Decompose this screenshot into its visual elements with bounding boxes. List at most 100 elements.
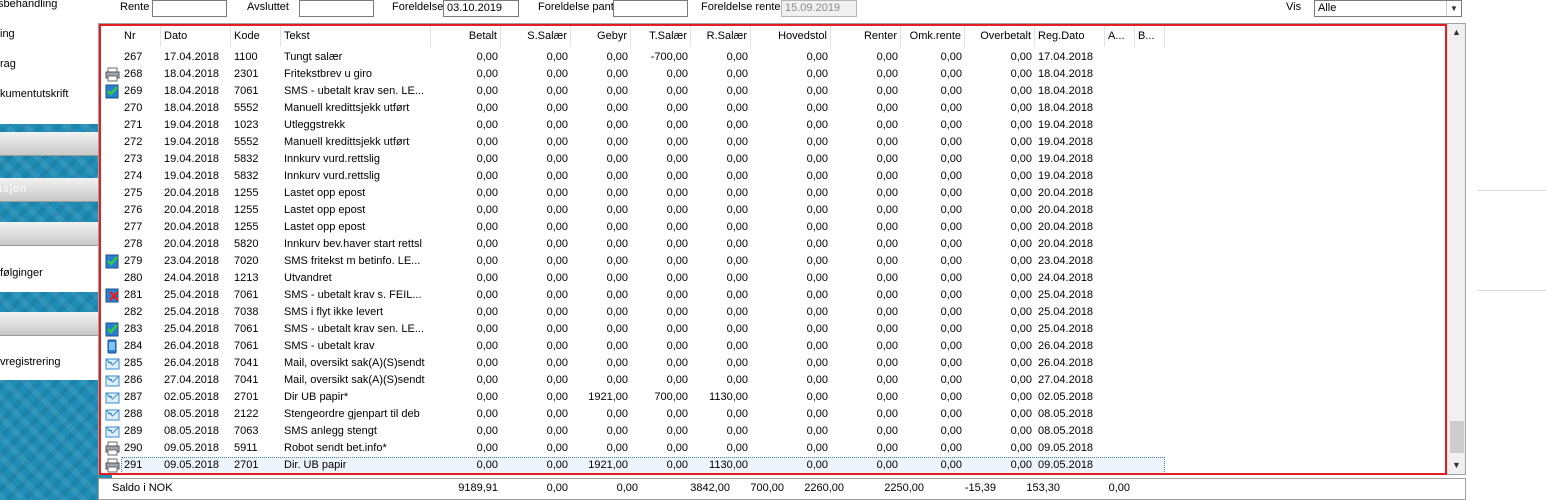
table-row[interactable]: 279 23.04.2018 7020 SMS fritekst m betinfo.… [101, 253, 1445, 270]
table-row[interactable]: 269 18.04.2018 7061 SMS - ubetalt krav sen.… [101, 83, 1445, 100]
table-row[interactable]: 286 27.04.2018 7041 Mail, oversikt sak(A)(S… [101, 372, 1445, 389]
sidebar-item-registrering[interactable]: vregistrering [0, 356, 61, 368]
table-row[interactable]: 280 24.04.2018 1213 Utvandret 0,00 0,00 0,00 0,… [101, 270, 1445, 287]
summary-rsalar: 2260,00 [804, 482, 844, 494]
cell-gebyr: 0,00 [606, 170, 628, 182]
column-header-tekst[interactable]: Tekst [281, 26, 431, 47]
cell-gebyr: 0,00 [606, 102, 628, 114]
column-header-renter[interactable]: Renter [831, 26, 901, 47]
cell-kode: 7061 [234, 85, 259, 97]
table-row[interactable]: 285 26.04.2018 7041 Mail, oversikt sak(A)(S… [101, 355, 1445, 372]
table-row[interactable]: 277 20.04.2018 1255 Lastet opp epost 0,00 0,0… [101, 219, 1445, 236]
cell-ssalar: 0,00 [546, 68, 568, 80]
cell-kode: 2701 [234, 459, 259, 471]
table-row[interactable]: 276 20.04.2018 1255 Lastet opp epost 0,00 0,0… [101, 202, 1445, 219]
cell-tekst: Dir. UB papir [284, 459, 347, 471]
table-row[interactable]: 272 19.04.2018 5552 Manuell kredittsjekk ut… [101, 134, 1445, 151]
sidebar-group-header-3[interactable]: ⌃⌃ [0, 222, 112, 246]
table-row[interactable]: 282 25.04.2018 7038 SMS i flyt ikke levert 0… [101, 304, 1445, 321]
scrollbar-thumb[interactable] [1450, 421, 1464, 453]
foreldelse-input[interactable]: 03.10.2019 [443, 0, 519, 17]
mail-icon [105, 373, 120, 388]
table-row[interactable]: 283 25.04.2018 7061 SMS - ubetalt krav sen.… [101, 321, 1445, 338]
cell-overbetalt: 0,00 [1010, 68, 1032, 80]
column-header-rsalar[interactable]: R.Salær [691, 26, 751, 47]
vis-select[interactable]: Alle ▼ [1314, 0, 1462, 17]
sidebar-item-behandling[interactable]: sbehandling [0, 0, 58, 10]
cell-overbetalt: 0,00 [1010, 323, 1032, 335]
sidebar-item-rag[interactable]: rag [0, 58, 16, 70]
column-header-gebyr[interactable]: Gebyr [571, 26, 631, 47]
cell-rsalar: 0,00 [726, 85, 748, 97]
summary-tsalar: 700,00 [750, 482, 784, 494]
foreldelse-pant-input[interactable] [613, 0, 688, 17]
cell-omkrente: 0,00 [940, 459, 962, 471]
cell-ssalar: 0,00 [546, 119, 568, 131]
table-row[interactable]: 288 08.05.2018 2122 Stengeordre gjenpart ti… [101, 406, 1445, 423]
scroll-up-icon[interactable]: ▲ [1452, 27, 1461, 37]
cell-regdato: 08.05.2018 [1038, 425, 1094, 437]
column-header-hovedstol[interactable]: Hovedstol [751, 26, 831, 47]
column-header-nr[interactable]: Nr [121, 26, 161, 47]
cell-betalt: 0,00 [476, 136, 498, 148]
table-row[interactable]: 275 20.04.2018 1255 Lastet opp epost 0,00 0,0… [101, 185, 1445, 202]
cell-gebyr: 0,00 [606, 357, 628, 369]
cell-rsalar: 0,00 [726, 408, 748, 420]
column-header-regdato[interactable]: Reg.Dato [1035, 26, 1105, 47]
scroll-down-icon[interactable]: ▼ [1452, 460, 1461, 470]
cell-overbetalt: 0,00 [1010, 289, 1032, 301]
column-header-overbetalt[interactable]: Overbetalt [965, 26, 1035, 47]
cell-dato: 24.04.2018 [164, 272, 220, 284]
cell-rsalar: 0,00 [726, 102, 748, 114]
cell-omkrente: 0,00 [940, 119, 962, 131]
table-row[interactable]: 274 19.04.2018 5832 Innkurv vurd.rettslig 0,… [101, 168, 1445, 185]
vertical-scrollbar[interactable]: ▲ ▼ [1447, 24, 1465, 474]
column-header-omkrente[interactable]: Omk.rente [901, 26, 965, 47]
chevron-down-icon[interactable]: ▼ [1446, 1, 1461, 16]
table-row[interactable]: 284 26.04.2018 7061 SMS - ubetalt krav 0,00 0… [101, 338, 1445, 355]
sidebar-item-dokumentutskrift[interactable]: kumentutskrift [0, 88, 69, 100]
edge-divider [1478, 190, 1546, 191]
avsluttet-input[interactable] [299, 0, 374, 17]
table-row[interactable]: 287 02.05.2018 2701 Dir UB papir* 0,00 0,00 19… [101, 389, 1445, 406]
column-header-tsalar[interactable]: T.Salær [631, 26, 691, 47]
sidebar-group-header-1[interactable]: ⌄⌄ [0, 132, 112, 156]
column-header-b[interactable]: B... [1135, 26, 1165, 47]
cell-tekst: Utleggstrekk [284, 119, 346, 131]
column-header-betalt[interactable]: Betalt [431, 26, 501, 47]
column-header-a[interactable]: A... [1105, 26, 1135, 47]
cell-tsalar: 0,00 [666, 272, 688, 284]
cell-betalt: 0,00 [476, 85, 498, 97]
cell-overbetalt: 0,00 [1010, 136, 1032, 148]
column-header-ssalar[interactable]: S.Salær [501, 26, 571, 47]
cell-ssalar: 0,00 [546, 102, 568, 114]
table-row[interactable]: 268 18.04.2018 2301 Fritekstbrev u giro 0,00… [101, 66, 1445, 83]
table-row[interactable]: 281 25.04.2018 7061 SMS - ubetalt krav s. F… [101, 287, 1445, 304]
column-header-kode[interactable]: Kode [231, 26, 281, 47]
cell-gebyr: 0,00 [606, 323, 628, 335]
cell-dato: 27.04.2018 [164, 374, 220, 386]
sidebar-group-header-2[interactable]: asjon ⌄⌄ [0, 178, 112, 202]
cell-tekst: Dir UB papir* [284, 391, 349, 403]
column-header-dato[interactable]: Dato [161, 26, 231, 47]
table-row[interactable]: 267 17.04.2018 1100 Tungt salær 0,00 0,00 0,00… [101, 49, 1445, 66]
table-row[interactable]: 273 19.04.2018 5832 Innkurv vurd.rettslig 0,… [101, 151, 1445, 168]
cell-ssalar: 0,00 [546, 187, 568, 199]
sidebar-item-oppfolginger[interactable]: følginger [0, 267, 43, 279]
sidebar-group-header-4[interactable]: ⌃⌃ [0, 312, 112, 336]
sidebar-item-ing[interactable]: ing [0, 28, 15, 40]
table-row[interactable]: 290 09.05.2018 5911 Robot sendt bet.info* 0,… [101, 440, 1445, 457]
cell-hovedstol: 0,00 [806, 442, 828, 454]
table-row[interactable]: 270 18.04.2018 5552 Manuell kredittsjekk ut… [101, 100, 1445, 117]
cell-overbetalt: 0,00 [1010, 340, 1032, 352]
cell-omkrente: 0,00 [940, 289, 962, 301]
rente-til-input[interactable] [152, 0, 227, 17]
table-row[interactable]: 271 19.04.2018 1023 Utleggstrekk 0,00 0,00 0,0… [101, 117, 1445, 134]
table-row[interactable]: 291 09.05.2018 2701 Dir. UB papir 0,00 0,00 19… [101, 457, 1445, 474]
cell-renter: 0,00 [876, 187, 898, 199]
cell-kode: 5832 [234, 153, 259, 165]
table-row[interactable]: 278 20.04.2018 5820 Innkurv bev.haver start… [101, 236, 1445, 253]
cell-nr: 285 [124, 357, 143, 369]
cell-rsalar: 1130,00 [709, 391, 748, 403]
table-row[interactable]: 289 08.05.2018 7063 SMS anlegg stengt 0,00 0,… [101, 423, 1445, 440]
